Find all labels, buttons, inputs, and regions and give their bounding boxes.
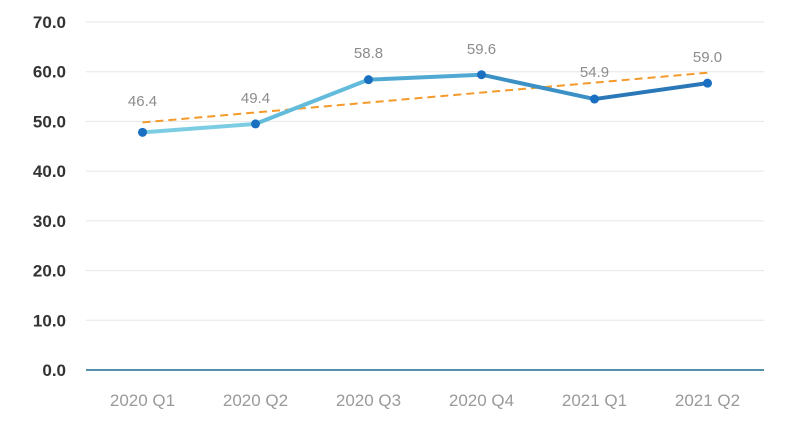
x-tick-label: 2020 Q3 (336, 391, 401, 410)
data-label: 46.4 (128, 93, 157, 110)
x-tick-label: 2020 Q4 (449, 391, 514, 410)
data-point-marker (703, 78, 712, 88)
x-tick-label: 2020 Q1 (110, 391, 175, 410)
series-line-segment (592, 81, 710, 102)
y-tick-label: 70.0 (33, 13, 66, 32)
x-tick-label: 2020 Q2 (223, 391, 288, 410)
data-point-marker (251, 119, 260, 129)
series-line (140, 72, 710, 135)
data-point-marker (138, 127, 147, 137)
series-line-segment (479, 72, 597, 102)
data-point-marker (477, 70, 486, 80)
x-tick-label: 2021 Q2 (675, 391, 740, 410)
y-tick-label: 0.0 (42, 361, 66, 380)
data-label: 58.8 (354, 45, 383, 62)
data-labels: 46.4 49.4 58.8 59.6 54.9 59.0 (128, 41, 722, 110)
y-tick-label: 30.0 (33, 212, 66, 231)
y-tick-label: 10.0 (33, 311, 66, 330)
data-label: 59.0 (693, 49, 722, 66)
series-markers (138, 70, 712, 137)
data-label: 54.9 (580, 64, 609, 81)
series-line-segment (253, 77, 371, 126)
data-point-marker (590, 94, 599, 104)
x-tick-label: 2021 Q1 (562, 391, 627, 410)
trendline-dashed (142, 71, 708, 124)
data-label: 49.4 (241, 90, 270, 107)
data-label: 59.6 (467, 41, 496, 58)
y-tick-label: 60.0 (33, 63, 66, 82)
data-point-marker (364, 75, 373, 85)
y-tick-label: 50.0 (33, 112, 66, 131)
series-line-segment (366, 72, 484, 82)
y-tick-label: 40.0 (33, 162, 66, 181)
y-axis-tick-labels: 0.0 10.0 20.0 30.0 40.0 50.0 60.0 70.0 (33, 13, 66, 380)
gridlines (86, 21, 764, 321)
series-line-segment (140, 121, 258, 135)
x-axis-tick-labels: 2020 Q1 2020 Q2 2020 Q3 2020 Q4 2021 Q1 2021 … (110, 391, 740, 410)
y-tick-label: 20.0 (33, 262, 66, 281)
trendline (142, 71, 708, 124)
